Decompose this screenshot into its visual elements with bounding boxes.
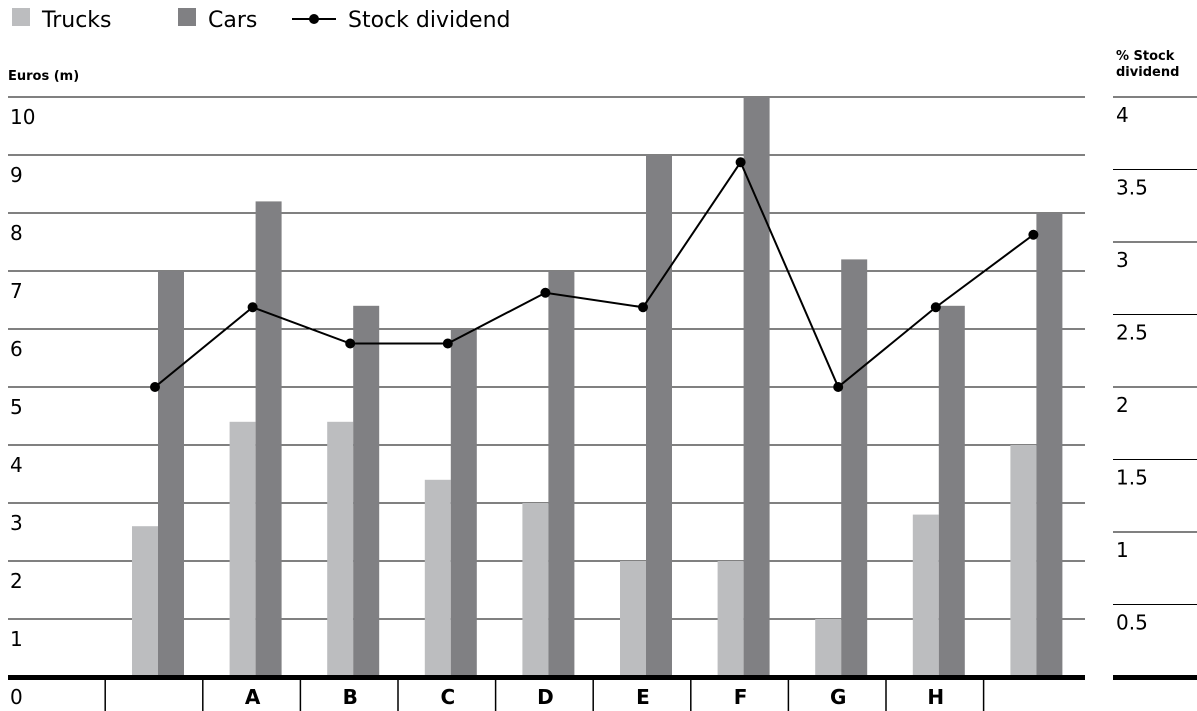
category-label-c: C — [440, 685, 455, 709]
right-tick-label: 3.5 — [1116, 176, 1148, 200]
bar-cars — [938, 305, 965, 677]
dividend-point — [638, 302, 648, 313]
legend: Trucks Cars Stock dividend — [12, 8, 511, 33]
right-axis-baseline — [1113, 675, 1197, 680]
dividend-point — [150, 382, 160, 392]
bar-cars — [548, 271, 575, 677]
x-axis-baseline — [8, 675, 1085, 680]
category-label-f: F — [734, 685, 748, 709]
left-tick-label: 9 — [10, 163, 23, 187]
right-tick-label: 2 — [1116, 393, 1129, 417]
tick-labels: 1 2 3 4 5 6 7 8 9 10 0.5 1 1.5 2 2.5 3 3.5 4 0 A B C D E F G H — [10, 103, 1148, 709]
bar-trucks — [1010, 445, 1037, 677]
category-label-d: D — [537, 685, 554, 709]
dividend-line — [150, 157, 1039, 392]
right-tick-label: 4 — [1116, 103, 1129, 127]
legend-label-stock-dividend: Stock dividend — [348, 8, 511, 33]
category-label-h: H — [927, 685, 944, 709]
bar-trucks — [620, 561, 646, 677]
category-label-e: E — [636, 685, 650, 709]
bar-cars — [841, 259, 868, 677]
origin-label: 0 — [10, 685, 23, 709]
bar-trucks — [327, 421, 354, 677]
left-tick-label: 8 — [10, 221, 23, 245]
bar-trucks — [424, 479, 451, 677]
left-tick-label: 3 — [10, 511, 23, 535]
right-axis-title-line-1: % Stock — [1116, 49, 1175, 64]
bar-cars — [1036, 213, 1063, 677]
right-tick-label: 1.5 — [1116, 466, 1148, 490]
legend-marker-stock-dividend — [309, 14, 319, 24]
right-tick-label: 0.5 — [1116, 611, 1148, 635]
dividend-point — [540, 287, 551, 298]
left-tick-label: 2 — [10, 569, 23, 593]
right-tick-label: 3 — [1116, 248, 1129, 272]
left-tick-label: 10 — [10, 105, 35, 129]
bar-cars — [646, 155, 672, 677]
bar-trucks — [815, 619, 842, 677]
dividend-point — [442, 338, 453, 349]
left-tick-label: 4 — [10, 453, 23, 477]
bar-cars — [353, 305, 380, 677]
left-axis-title: Euros (m) — [8, 69, 79, 84]
gridlines — [8, 96, 1197, 620]
category-label-a: A — [245, 685, 261, 709]
dividend-point — [833, 382, 844, 392]
bars — [132, 97, 1063, 677]
dividend-point — [1028, 229, 1039, 240]
bar-cars — [743, 97, 770, 677]
category-label-b: B — [343, 685, 358, 709]
left-tick-label: 5 — [10, 395, 23, 419]
right-tick-label: 2.5 — [1116, 321, 1148, 345]
bar-trucks — [522, 503, 549, 677]
dividend-point — [930, 302, 941, 313]
bar-cars — [255, 201, 282, 677]
bar-trucks — [912, 514, 939, 677]
left-tick-label: 6 — [10, 337, 23, 361]
left-tick-label: 1 — [10, 627, 23, 651]
legend-swatch-trucks — [12, 8, 30, 26]
legend-label-cars: Cars — [208, 8, 257, 33]
bar-trucks — [132, 526, 158, 677]
bar-trucks — [717, 561, 744, 677]
legend-label-trucks: Trucks — [41, 8, 112, 33]
dividend-point — [345, 338, 356, 349]
dividend-point — [735, 157, 746, 168]
bar-cars — [450, 329, 477, 677]
bar-cars — [158, 271, 184, 677]
dividend-point — [247, 302, 258, 313]
left-tick-label: 7 — [10, 279, 23, 303]
axes — [8, 675, 1197, 711]
right-tick-label: 1 — [1116, 538, 1129, 562]
right-axis-title-line-2: dividend — [1116, 65, 1179, 80]
category-label-g: G — [830, 685, 846, 709]
legend-swatch-cars — [178, 8, 196, 26]
right-axis-title: % Stock dividend — [1116, 49, 1179, 80]
dividend-series-line — [154, 160, 1034, 389]
bar-trucks — [229, 421, 256, 677]
